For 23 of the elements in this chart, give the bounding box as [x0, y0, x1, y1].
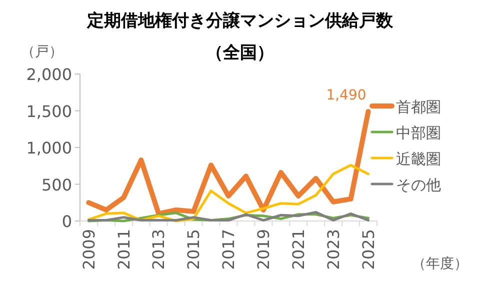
chart-title: 定期借地権付き分譲マンション供給戸数	[86, 11, 394, 31]
x-axis-title: （年度）	[412, 256, 468, 272]
x-tick-label: 2015	[184, 229, 204, 270]
y-tick-label: 0	[62, 212, 72, 231]
x-tick-label: 2017	[219, 229, 238, 270]
chart-subtitle: （全国）	[206, 43, 274, 63]
data-label: 1,490	[326, 87, 366, 104]
x-tick-label: 2013	[149, 229, 168, 270]
x-tick-label: 2009	[79, 229, 98, 270]
x-tick-label: 2023	[324, 229, 343, 270]
x-tick-label: 2025	[358, 229, 378, 270]
y-axis-title: （戸）	[21, 44, 63, 60]
legend-label: 近畿圏	[396, 150, 441, 168]
y-tick-label: 500	[41, 175, 72, 194]
legend-label: 首都圏	[396, 98, 441, 116]
y-tick-label: 1,500	[26, 102, 72, 121]
x-tick-label: 2019	[254, 229, 274, 270]
legend-label: その他	[396, 176, 441, 194]
y-tick-label: 1,000	[26, 138, 72, 158]
x-tick-label: 2021	[288, 229, 308, 270]
x-tick-label: 2011	[114, 229, 134, 270]
legend-label: 中部圏	[396, 124, 441, 142]
y-tick-label: 2,000	[26, 65, 72, 84]
